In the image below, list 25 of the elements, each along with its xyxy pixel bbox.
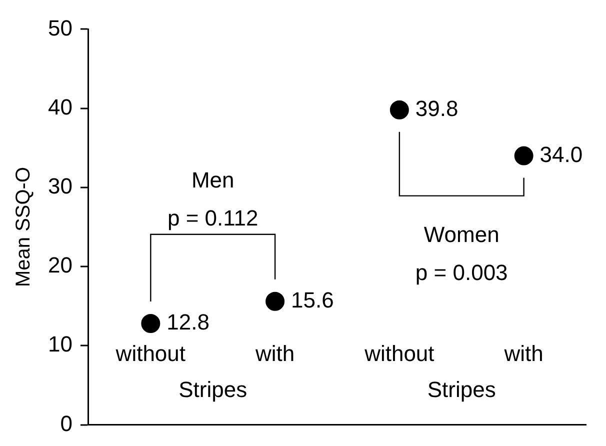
annotation: p = 0.003 bbox=[415, 260, 508, 285]
x-tick-label: without bbox=[364, 340, 434, 366]
x-tick-label: without bbox=[114, 340, 186, 366]
annotation: Stripes bbox=[178, 376, 248, 402]
data-label: 39.8 bbox=[415, 96, 458, 121]
y-tick-label: 0 bbox=[60, 410, 72, 436]
point bbox=[390, 100, 409, 120]
y-tick-label: 30 bbox=[48, 174, 72, 199]
point bbox=[514, 146, 534, 166]
x-tick-label: with bbox=[503, 340, 544, 366]
annotation: p = 0.112 bbox=[167, 205, 258, 230]
y-tick-label: 40 bbox=[48, 94, 72, 120]
data-label: 34.0 bbox=[540, 142, 583, 167]
point bbox=[141, 314, 160, 334]
data-label: 12.8 bbox=[166, 310, 210, 335]
y-axis-title: Mean SSQ-O bbox=[12, 166, 35, 288]
annotation: Women bbox=[424, 222, 500, 247]
annotation: Men bbox=[191, 167, 234, 192]
point bbox=[266, 292, 285, 311]
y-tick-label: 10 bbox=[48, 332, 72, 357]
annotation: Stripes bbox=[427, 376, 496, 402]
y-tick-label: 50 bbox=[48, 15, 72, 40]
y-tick-label: 20 bbox=[48, 252, 72, 278]
data-label: 15.6 bbox=[291, 287, 334, 312]
x-tick-label: with bbox=[254, 340, 295, 366]
